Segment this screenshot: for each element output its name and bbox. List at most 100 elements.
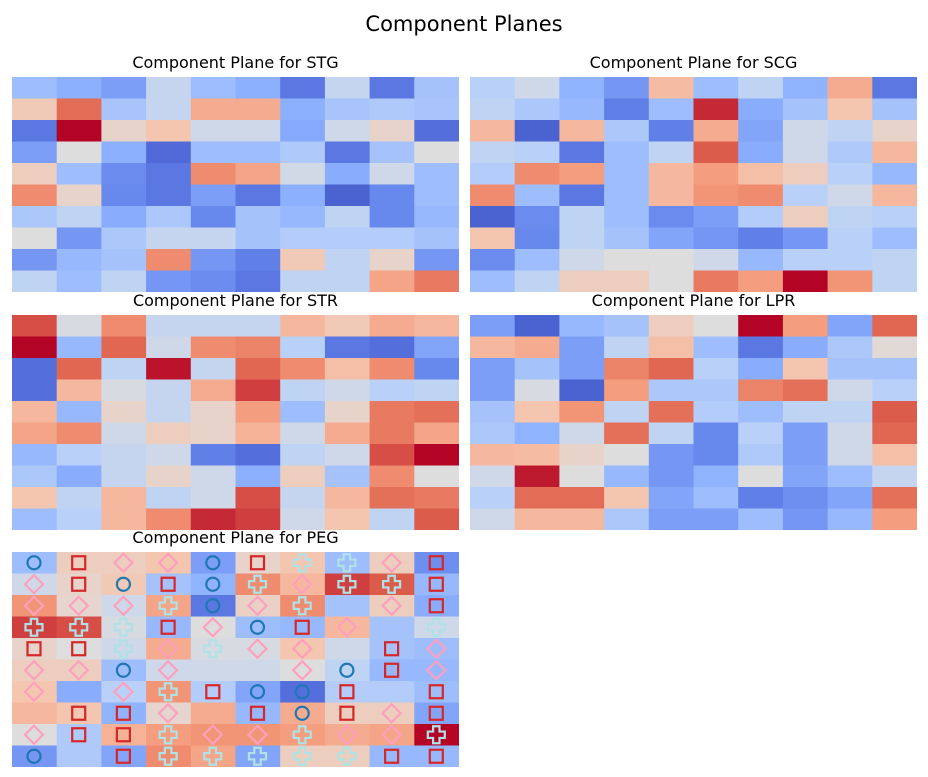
heatmap-cell	[827, 227, 873, 250]
heatmap-cell	[324, 77, 370, 99]
heatmap-cell	[146, 141, 192, 164]
heatmap-cell	[514, 249, 560, 271]
heatmap-cell	[190, 379, 236, 402]
heatmap-cell	[146, 552, 192, 574]
heatmap-cell	[648, 227, 694, 250]
heatmap-cell	[190, 163, 236, 185]
marker-circle	[249, 684, 266, 700]
heatmap-cell	[101, 745, 147, 767]
heatmap-cell	[12, 336, 58, 359]
heatmap-cell	[56, 681, 102, 703]
marker-square	[115, 727, 132, 743]
heatmap-cell	[324, 120, 370, 142]
heatmap-cell	[12, 681, 58, 703]
heatmap-cell	[414, 422, 459, 445]
marker-plus	[158, 596, 178, 616]
heatmap-cell	[12, 724, 58, 746]
heatmap-cell	[827, 270, 873, 292]
heatmap-cell	[280, 702, 326, 725]
heatmap-cell	[235, 336, 281, 359]
heatmap-cell	[369, 270, 415, 292]
marker-diamond	[202, 724, 224, 746]
heatmap-cell	[604, 487, 650, 509]
marker-diamond	[425, 638, 447, 660]
marker-diamond	[23, 595, 45, 617]
heatmap-cell	[470, 227, 516, 250]
heatmap-cell	[12, 401, 58, 423]
marker-circle	[26, 555, 42, 571]
heatmap-cell	[693, 206, 739, 228]
heatmap-cell	[56, 336, 102, 359]
heatmap-cell	[324, 681, 370, 703]
heatmap-cell	[12, 120, 58, 142]
heatmap-cell	[514, 358, 560, 380]
heatmap-cell	[280, 336, 326, 359]
heatmap-cell	[470, 270, 516, 292]
heatmap-cell	[101, 702, 147, 725]
heatmap-cell	[190, 724, 236, 746]
heatmap-cell	[872, 465, 917, 488]
heatmap-cell	[872, 270, 917, 292]
heatmap-cell	[146, 120, 192, 142]
heatmap-cell	[12, 508, 58, 530]
heatmap-cell	[414, 77, 459, 99]
heatmap-cell	[648, 270, 694, 292]
heatmap-cell	[146, 702, 192, 725]
heatmap-cell	[101, 336, 147, 359]
heatmap-cell	[235, 681, 281, 703]
heatmap-cell	[324, 724, 370, 746]
heatmap-cell	[56, 552, 102, 574]
heatmap-cell	[872, 401, 917, 423]
heatmap-cell	[280, 745, 326, 767]
heatmap-cell	[414, 163, 459, 185]
heatmap-cell	[827, 379, 873, 402]
heatmap-cell	[559, 508, 605, 530]
heatmap-cell	[235, 227, 281, 250]
marker-plus	[292, 596, 312, 616]
marker-plus	[426, 617, 446, 637]
heatmap-cell	[146, 422, 192, 445]
heatmap-cell	[827, 120, 873, 142]
marker-square	[428, 684, 444, 700]
marker-diamond	[157, 552, 179, 574]
heatmap-cell	[738, 249, 784, 271]
heatmap-cell	[414, 184, 459, 207]
marker-square	[249, 705, 266, 721]
marker-plus	[382, 574, 402, 594]
heatmap-cell	[324, 98, 370, 121]
heatmap-cell	[604, 379, 650, 402]
heatmap-cell	[872, 379, 917, 402]
heatmap-cell	[559, 141, 605, 164]
marker-diamond	[246, 638, 269, 660]
marker-square	[26, 641, 42, 657]
heatmap-cell	[693, 444, 739, 466]
heatmap-cell	[190, 315, 236, 337]
heatmap-cell	[514, 98, 560, 121]
heatmap-cell	[693, 184, 739, 207]
heatmap-cell	[414, 379, 459, 402]
heatmap-cell	[324, 401, 370, 423]
marker-square	[71, 555, 87, 571]
heatmap-cell	[827, 98, 873, 121]
heatmap-cell	[514, 444, 560, 466]
heatmap-cell	[827, 401, 873, 423]
heatmap-cell	[146, 724, 192, 746]
heatmap-cell	[190, 508, 236, 530]
heatmap-cell	[146, 659, 192, 682]
heatmap-cell	[693, 98, 739, 121]
heatmap-cell	[693, 379, 739, 402]
marker-square	[339, 684, 355, 700]
heatmap-cell	[101, 595, 147, 617]
marker-square	[115, 748, 132, 764]
heatmap-cell	[280, 444, 326, 466]
heatmap-cell	[369, 141, 415, 164]
heatmap-cell	[369, 508, 415, 530]
heatmap-cell	[324, 595, 370, 617]
heatmap-cell	[146, 444, 192, 466]
heatmap-cell	[782, 444, 828, 466]
heatmap-cell	[369, 465, 415, 488]
heatmap-cell	[280, 249, 326, 271]
heatmap-cell	[782, 184, 828, 207]
heatmap-cell	[559, 163, 605, 185]
heatmap-cell	[12, 444, 58, 466]
